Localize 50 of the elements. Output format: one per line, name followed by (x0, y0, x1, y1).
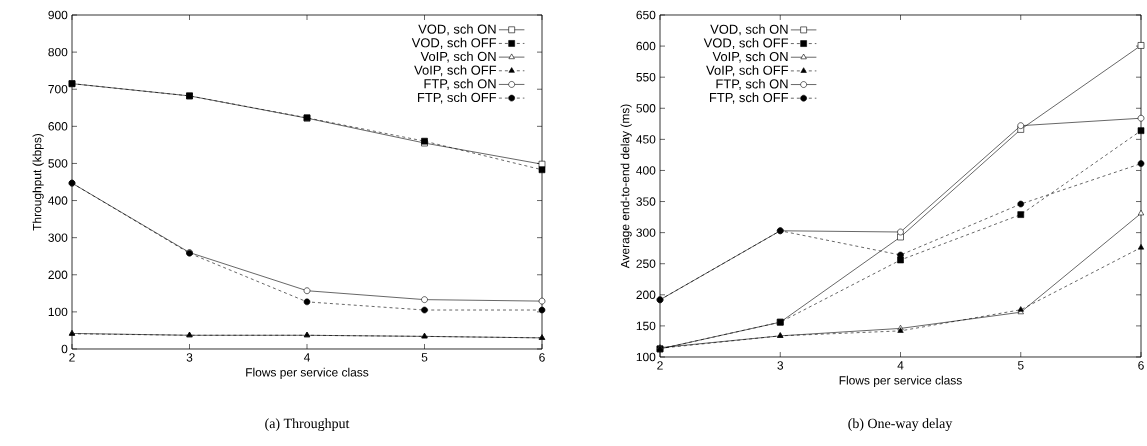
y-tick-label: 450 (636, 135, 656, 144)
y-tick-label: 0 (61, 344, 68, 354)
x-tick-label: 6 (1138, 361, 1144, 370)
y-tick-label: 150 (636, 321, 656, 331)
y-axis-title: Average end-to-end delay (ms) (620, 104, 632, 269)
y-tick-label: 500 (636, 104, 656, 113)
y-tick-label: 350 (636, 197, 656, 206)
legend-label: VoIP, sch OFF (414, 65, 497, 77)
y-tick-label: 700 (48, 84, 68, 94)
y-tick-label: 300 (48, 233, 68, 242)
x-axis-title: Flows per service class (246, 367, 369, 379)
y-tick-label: 200 (636, 290, 656, 300)
y-tick-label: 550 (636, 72, 656, 82)
y-tick-label: 650 (636, 10, 656, 20)
x-tick-label: 2 (657, 361, 663, 370)
y-tick-label: 400 (48, 196, 68, 205)
y-tick-label: 300 (636, 228, 656, 237)
legend-label: VoIP, sch ON (420, 51, 496, 63)
legend-label: FTP, sch OFF (710, 92, 789, 104)
x-tick-label: 4 (303, 353, 310, 362)
legend-label: VOD, sch ON (710, 24, 788, 36)
legend-label: FTP, sch OFF (418, 92, 497, 104)
legend-label: VOD, sch ON (418, 24, 496, 36)
y-tick-label: 600 (636, 41, 656, 51)
y-tick-label: 100 (48, 307, 68, 317)
y-tick-label: 400 (636, 166, 656, 175)
y-tick-label: 100 (636, 352, 656, 362)
legend-label: VoIP, sch ON (712, 51, 788, 63)
x-tick-label: 5 (421, 353, 428, 362)
y-tick-label: 600 (48, 122, 68, 131)
y-tick-label: 800 (48, 47, 68, 57)
legend-label: VOD, sch OFF (703, 37, 789, 50)
legend-label: VoIP, sch OFF (706, 65, 789, 77)
legend-label: FTP, sch ON (424, 78, 496, 90)
x-tick-label: 5 (1017, 361, 1024, 370)
x-tick-label: 2 (69, 353, 75, 362)
x-tick-label: 3 (186, 353, 193, 362)
legend-label: VOD, sch OFF (411, 37, 497, 49)
y-tick-label: 500 (48, 159, 68, 168)
y-tick-label: 900 (48, 10, 68, 20)
x-tick-label: 4 (897, 361, 904, 370)
legend-label: FTP, sch ON (716, 78, 788, 91)
text: (b) One-way delay (848, 418, 953, 432)
y-tick-label: 250 (636, 259, 656, 268)
x-tick-label: 3 (777, 361, 784, 370)
x-axis-title: Flows per service class (839, 375, 962, 387)
y-axis-title: Throughput (kbps) (32, 133, 44, 231)
y-tick-label: 200 (48, 270, 68, 279)
text: (a) Throughput (265, 418, 350, 432)
x-tick-label: 6 (539, 353, 545, 362)
